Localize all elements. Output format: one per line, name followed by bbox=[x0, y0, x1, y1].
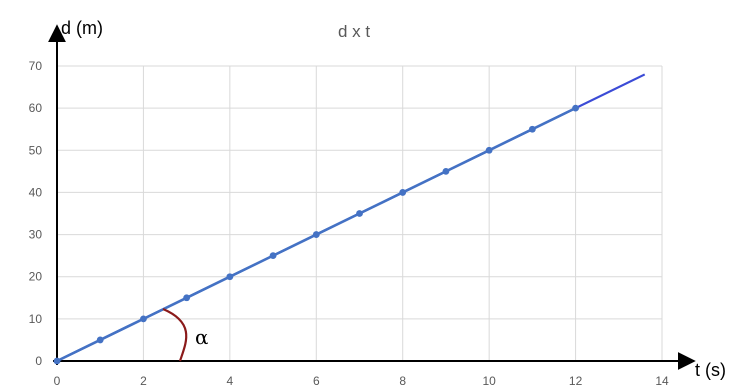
y-tick-label-30: 30 bbox=[29, 228, 43, 242]
y-tick-label-60: 60 bbox=[29, 101, 43, 115]
y-tick-label-70: 70 bbox=[29, 59, 43, 73]
x-tick-label-8: 8 bbox=[399, 374, 406, 388]
chart-title: d x t bbox=[338, 22, 370, 41]
angle-arc bbox=[162, 307, 188, 362]
grid bbox=[57, 65, 663, 361]
y-tick-label-20: 20 bbox=[29, 270, 43, 284]
data-point-8 bbox=[399, 189, 407, 196]
x-tick-label-12: 12 bbox=[569, 374, 583, 388]
x-tick-label-0: 0 bbox=[54, 374, 61, 388]
data-point-0 bbox=[53, 357, 61, 365]
x-tick-label-4: 4 bbox=[227, 374, 234, 388]
y-tick-label-0: 0 bbox=[35, 354, 42, 368]
data-point-9 bbox=[442, 167, 450, 175]
y-tick-label-10: 10 bbox=[29, 312, 43, 326]
x-tick-label-10: 10 bbox=[482, 374, 496, 388]
x-tick-label-14: 14 bbox=[655, 374, 669, 388]
data-point-3 bbox=[183, 294, 191, 302]
data-point-6 bbox=[312, 231, 320, 238]
data-point-10 bbox=[485, 146, 493, 154]
data-point-12 bbox=[572, 104, 579, 112]
x-axis-label: t (s) bbox=[695, 360, 726, 380]
y-axis-label: d (m) bbox=[61, 18, 103, 38]
data-point-7 bbox=[356, 210, 363, 217]
angle-annotation: α bbox=[162, 307, 209, 362]
data-point-5 bbox=[269, 252, 277, 260]
y-tick-label-50: 50 bbox=[29, 143, 43, 157]
y-tick-label-40: 40 bbox=[29, 185, 43, 199]
data-series bbox=[53, 73, 646, 365]
x-tick-label-6: 6 bbox=[313, 374, 320, 388]
x-tick-label-2: 2 bbox=[140, 374, 147, 388]
axes bbox=[48, 24, 696, 370]
angle-label: α bbox=[195, 325, 209, 349]
data-point-4 bbox=[226, 273, 234, 281]
data-point-2 bbox=[140, 315, 147, 323]
data-point-11 bbox=[528, 125, 536, 133]
tick-labels: 0 10 20 30 40 50 60 70 0 2 4 6 8 10 12 14 bbox=[29, 59, 669, 388]
data-point-1 bbox=[96, 336, 104, 344]
